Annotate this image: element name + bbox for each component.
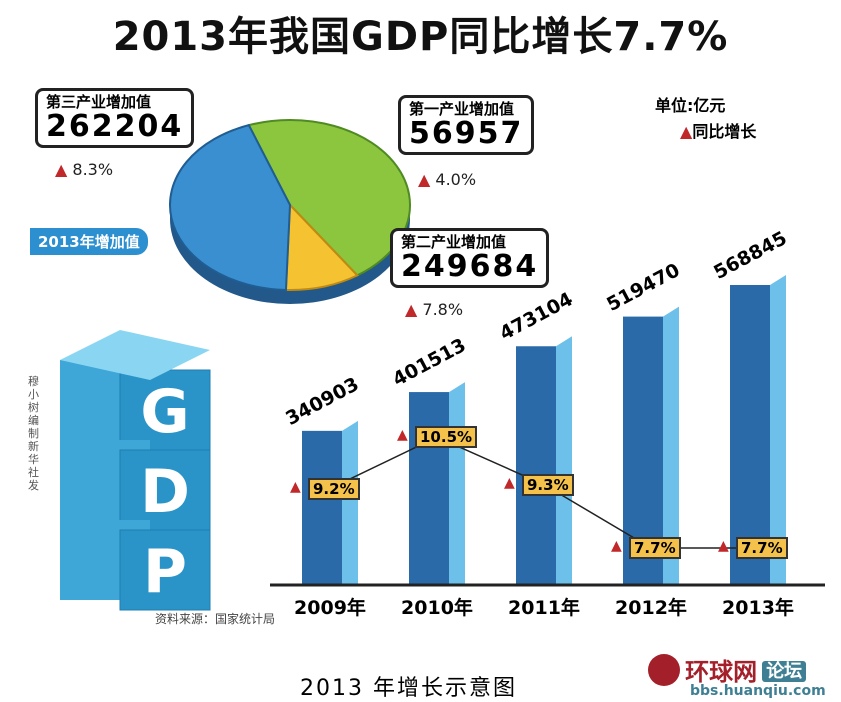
- growth-label: 7.7%: [629, 537, 681, 559]
- up-triangle-icon: ▲: [397, 427, 408, 444]
- growth-primary: ▲ 4.0%: [418, 170, 477, 189]
- bar: [302, 430, 342, 585]
- credit: 穆小树编制 新华社发: [28, 375, 39, 492]
- up-triangle-icon: ▲: [290, 478, 301, 495]
- cube-face-front: [119, 369, 211, 451]
- slice-value: 262204: [46, 109, 184, 144]
- source: 资料来源：国家统计局: [155, 612, 276, 626]
- growth-secondary: ▲ 7.8%: [405, 300, 464, 319]
- bar-side: [770, 275, 786, 585]
- bar: [730, 285, 770, 585]
- growth-label: 9.3%: [522, 473, 574, 496]
- cube-face-front: [119, 529, 211, 611]
- pie-slice: [169, 123, 292, 291]
- pie-slice: [247, 119, 411, 277]
- slice-value: 56957: [409, 116, 524, 151]
- x-tick-label: 2011年: [508, 597, 580, 619]
- x-tick-label: 2013年: [722, 597, 794, 619]
- pie-slice: [284, 202, 359, 291]
- bar-side: [556, 336, 572, 585]
- cube-face-front: [119, 449, 211, 531]
- up-triangle-icon: ▲: [418, 170, 431, 189]
- pie-label: 2013年增加值: [30, 228, 148, 255]
- gdp-letter: G: [140, 377, 189, 447]
- bar-side: [342, 420, 358, 585]
- callout-primary: 第一产业增加值 56957: [398, 95, 535, 155]
- growth-label: 7.7%: [736, 537, 788, 559]
- callout-secondary: 第二产业增加值 249684: [390, 228, 550, 288]
- gdp-letter: P: [143, 537, 187, 607]
- bar: [409, 392, 449, 585]
- x-tick-label: 2012年: [615, 597, 687, 619]
- up-triangle-icon: ▲: [718, 538, 729, 554]
- page-title: 2013年我国GDP同比增长7.7%: [112, 14, 729, 60]
- watermark: 环球网 论坛 bbs.huanqiu.com: [648, 652, 826, 699]
- legend-growth: ▲同比增长: [680, 122, 757, 141]
- growth-label: 9.2%: [308, 477, 360, 500]
- caption: 2013 年增长示意图: [300, 676, 517, 701]
- pie-chart: [169, 119, 411, 304]
- slice-name: 第二产业增加值: [401, 233, 507, 251]
- gdp-letter: D: [140, 457, 190, 527]
- up-triangle-icon: ▲: [611, 538, 622, 554]
- growth-tertiary: ▲ 8.3%: [55, 160, 114, 179]
- growth-label: 10.5%: [415, 426, 478, 449]
- callout-tertiary: 第三产业增加值 262204: [35, 88, 195, 148]
- up-triangle-icon: ▲: [405, 300, 418, 319]
- slice-name: 第三产业增加值: [46, 93, 152, 111]
- x-tick-label: 2010年: [401, 597, 473, 619]
- slice-value: 249684: [401, 249, 539, 284]
- bar: [516, 346, 556, 585]
- unit-label: 单位:亿元: [655, 96, 726, 115]
- up-triangle-icon: ▲: [504, 474, 515, 491]
- huanqiu-logo-icon: [648, 653, 680, 686]
- cube-top: [60, 330, 210, 380]
- bar-side: [449, 382, 465, 585]
- up-triangle-icon: ▲: [680, 122, 693, 141]
- slice-name: 第一产业增加值: [409, 100, 515, 118]
- bar-side: [663, 306, 679, 585]
- up-triangle-icon: ▲: [55, 160, 68, 179]
- x-tick-label: 2009年: [294, 597, 366, 619]
- gdp-cube: GDP: [60, 330, 211, 611]
